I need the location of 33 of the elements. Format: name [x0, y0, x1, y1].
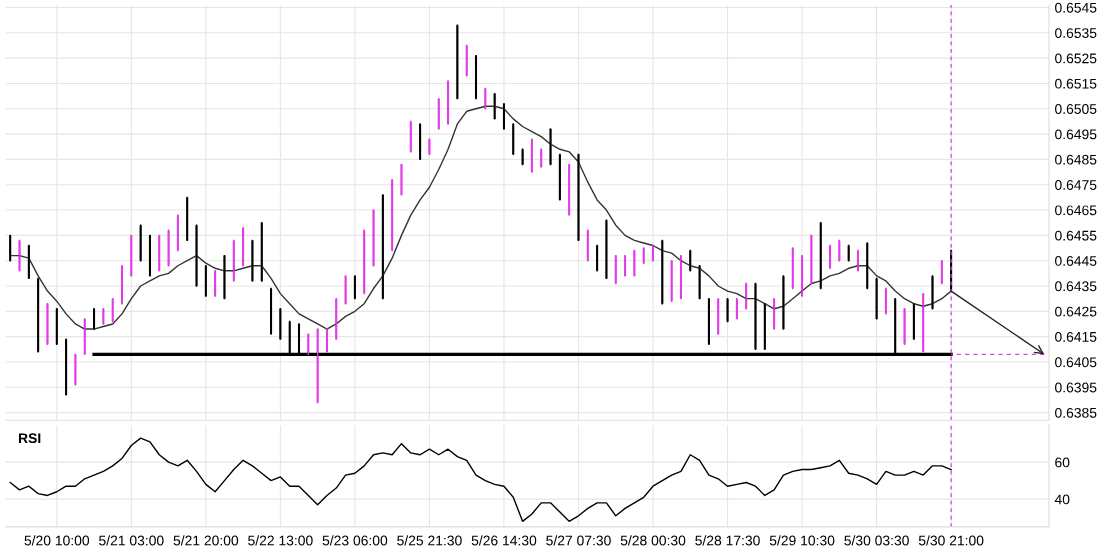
y-tick-label: 0.6435: [1055, 281, 1097, 292]
x-tick-label: 5/29 10:30: [769, 535, 835, 546]
x-tick-label: 5/28 17:30: [695, 535, 760, 546]
y-tick-label: 0.6505: [1055, 104, 1097, 114]
x-tick-label: 5/30 21:00: [918, 535, 984, 546]
y-tick-label: 0.6425: [1055, 306, 1097, 317]
x-tick-label: 5/27 07:30: [546, 535, 611, 546]
y-tick-label: 40: [1054, 494, 1070, 505]
x-tick-label: 5/21 03:00: [99, 535, 164, 546]
y-tick-label: 0.6415: [1055, 331, 1097, 342]
y-tick-label: 0.6485: [1055, 154, 1097, 165]
y-tick-label: 0.6455: [1055, 230, 1097, 241]
y-tick-label: 0.6545: [1055, 2, 1097, 13]
x-tick-label: 5/20 10:00: [24, 535, 90, 546]
x-tick-label: 5/26 14:30: [471, 535, 537, 546]
y-tick-label: 60: [1055, 457, 1070, 468]
x-tick-label: 5/30 03:30: [844, 535, 909, 546]
chart-title: RSI: [19, 433, 41, 444]
y-tick-label: 0.6445: [1055, 256, 1097, 266]
y-tick-label: 0.6475: [1055, 180, 1097, 190]
y-tick-label: 0.6515: [1055, 78, 1097, 89]
x-tick-label: 5/23 06:00: [322, 535, 388, 546]
y-tick-label: 0.6395: [1055, 382, 1097, 393]
x-tick-label: 5/28 00:30: [620, 535, 686, 546]
x-tick-label: 5/21 20:00: [173, 535, 239, 546]
y-tick-label: 0.6465: [1055, 205, 1097, 216]
x-tick-label: 5/25 21:30: [397, 535, 462, 546]
x-tick-label: 5/22 13:00: [248, 535, 313, 546]
y-tick-label: 0.6405: [1055, 357, 1097, 368]
y-tick-label: 0.6525: [1055, 53, 1097, 64]
y-tick-label: 0.6535: [1055, 28, 1097, 38]
y-tick-label: 0.6385: [1055, 407, 1097, 418]
y-tick-label: 0.6495: [1055, 129, 1097, 140]
